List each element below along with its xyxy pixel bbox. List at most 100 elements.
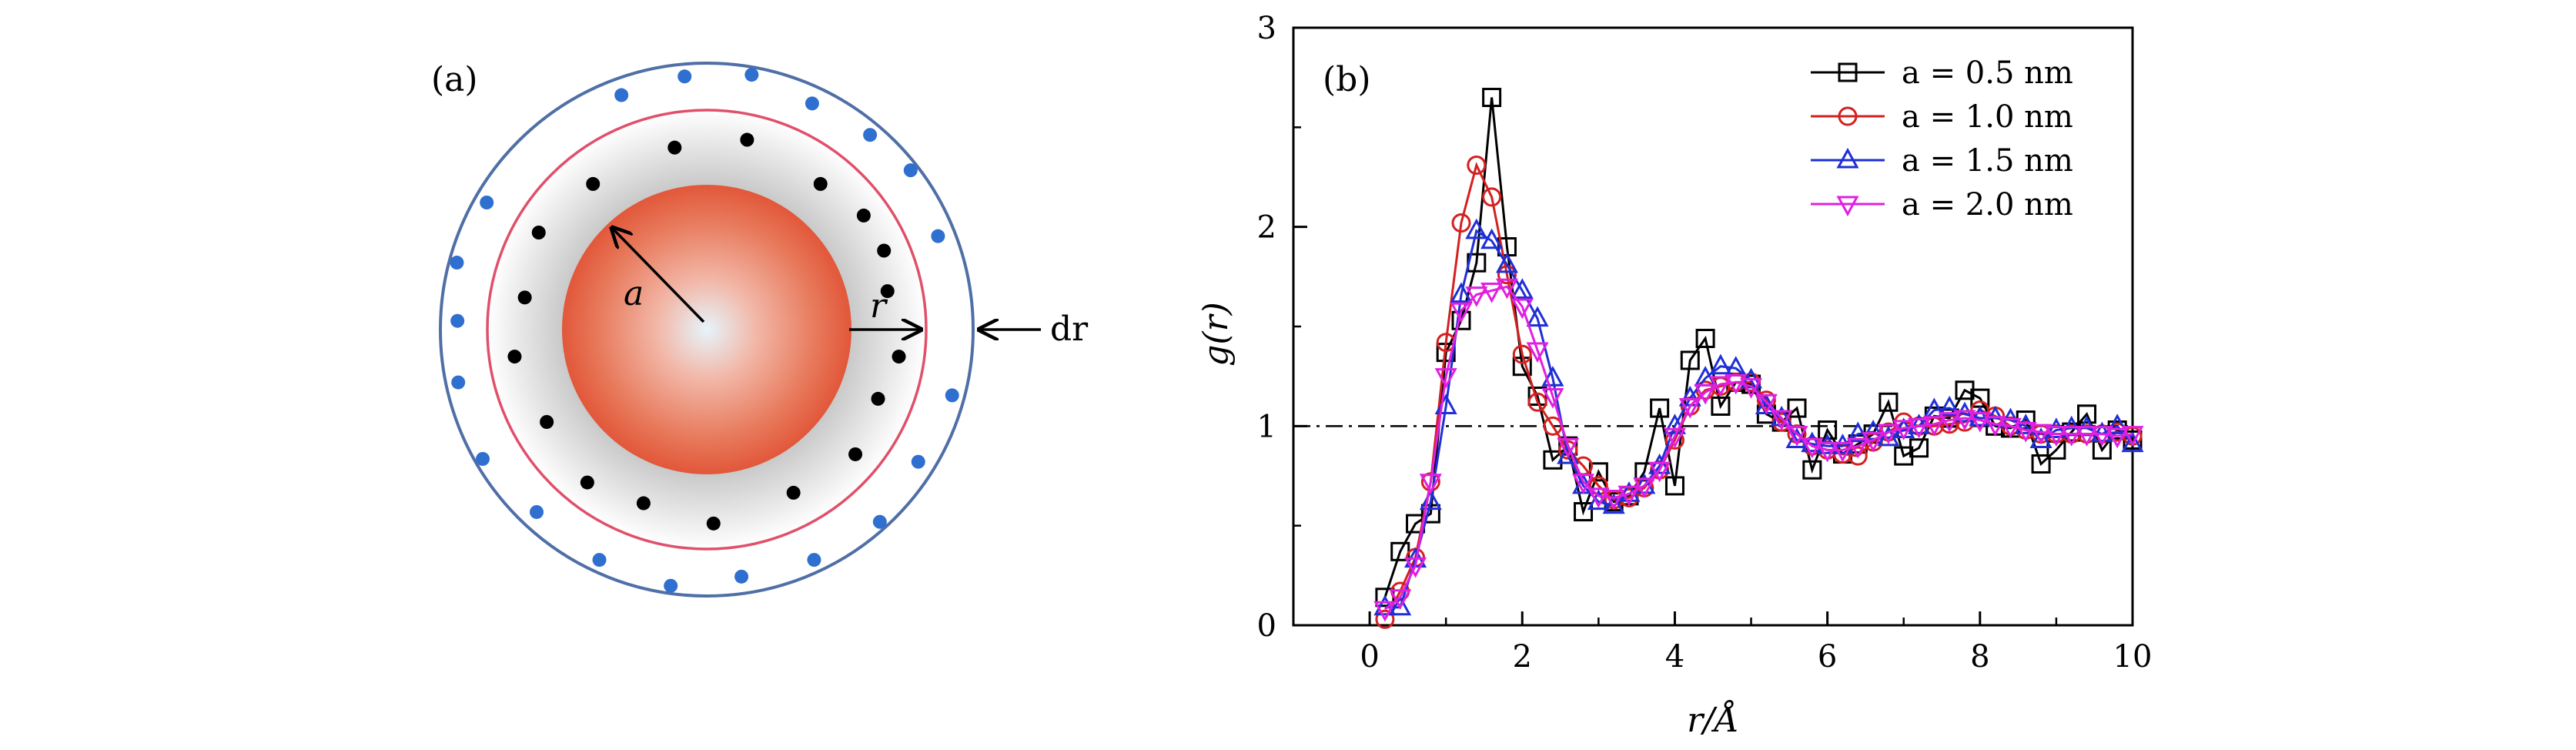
data-point xyxy=(2029,427,2052,448)
data-point xyxy=(2029,424,2052,445)
data-point xyxy=(1999,417,2022,439)
data-point xyxy=(1953,410,1976,431)
data-point xyxy=(1495,252,1518,273)
data-point xyxy=(1602,493,1625,514)
data-point xyxy=(1541,366,1564,387)
data-point xyxy=(1969,412,1992,433)
data-point xyxy=(1709,353,1732,375)
x-tick-label: 10 xyxy=(2113,639,2153,675)
legend-label: a = 1.0 nm xyxy=(1902,99,2073,135)
data-point xyxy=(1848,446,1868,466)
solvent-molecule-inner xyxy=(667,140,682,155)
data-point xyxy=(1557,437,1580,459)
x-tick-label: 4 xyxy=(1665,639,1684,675)
data-point xyxy=(1572,474,1595,494)
data-point xyxy=(1755,393,1778,415)
data-point xyxy=(1725,373,1748,395)
panel-b-chart: 0 2 4 6 8 10 0 1 2 3 a = 0.5 nm a = 1.0 nm a = 1.5 … xyxy=(1196,11,2152,740)
solvent-molecule-outer xyxy=(476,452,490,466)
data-point xyxy=(1451,213,1471,233)
data-point xyxy=(1650,398,1670,418)
solvent-molecule-outer xyxy=(677,69,692,84)
solvent-molecule-outer xyxy=(530,504,544,519)
data-point xyxy=(1480,228,1504,249)
x-tick-label: 6 xyxy=(1818,639,1837,675)
shell-distance-label: r xyxy=(870,286,888,326)
solvent-molecule-outer xyxy=(744,68,759,82)
data-point xyxy=(1862,431,1885,453)
data-point xyxy=(1633,477,1656,499)
data-point xyxy=(1908,417,1931,439)
data-point xyxy=(1938,395,1961,417)
data-point xyxy=(2031,454,2051,474)
x-axis-label: r/Å xyxy=(1687,699,1739,740)
data-point xyxy=(1694,383,1717,405)
solvent-molecule-outer xyxy=(945,388,959,403)
solvent-molecule-inner xyxy=(517,290,532,305)
x-tick-label: 2 xyxy=(1513,639,1532,675)
data-point xyxy=(1816,434,1839,454)
data-point xyxy=(1756,390,1776,410)
panel-a-label: (a) xyxy=(431,60,478,99)
solvent-molecule-inner xyxy=(706,516,721,531)
data-point xyxy=(1602,489,1625,511)
data-point xyxy=(1419,489,1442,511)
data-point xyxy=(2077,404,2097,424)
solvent-molecule-outer xyxy=(805,96,819,111)
tick-labels: 0 2 4 6 8 10 0 1 2 3 xyxy=(1257,11,2153,675)
data-point xyxy=(1450,302,1473,323)
data-point xyxy=(1480,282,1504,303)
data-point xyxy=(1512,344,1532,364)
data-point xyxy=(1711,396,1731,416)
data-point xyxy=(2121,431,2144,453)
axis-ticks xyxy=(1292,26,2134,627)
data-point xyxy=(2106,427,2129,449)
solvent-molecule-outer xyxy=(931,229,945,243)
data-point xyxy=(1831,434,1854,454)
radius-label: a xyxy=(624,274,644,313)
solvent-molecule-outer xyxy=(872,514,887,529)
solvent-molecule-inner xyxy=(531,226,546,239)
particle-core xyxy=(562,185,851,474)
solvent-molecule-outer xyxy=(863,128,878,142)
data-point xyxy=(1633,473,1656,494)
solvent-molecule-outer xyxy=(614,88,629,102)
solvent-molecule-inner xyxy=(580,475,594,490)
y-tick-label: 0 xyxy=(1257,608,1276,644)
series-line xyxy=(1383,285,2133,611)
solvent-molecule-inner xyxy=(636,496,651,511)
y-axis-label: g(r) xyxy=(1196,302,1236,367)
data-point xyxy=(1510,298,1534,320)
data-point xyxy=(1527,392,1547,412)
data-point xyxy=(2106,414,2129,434)
data-point xyxy=(1818,420,1838,440)
data-point xyxy=(1465,286,1488,307)
data-point xyxy=(2045,426,2068,447)
solvent-molecule-outer xyxy=(451,375,466,390)
legend-swatch-marker xyxy=(1838,106,1858,126)
data-point xyxy=(1467,155,1487,175)
solvent-molecule-outer xyxy=(903,163,918,178)
legend-item: a = 1.0 nm xyxy=(1811,99,2073,135)
outer-solvent-molecules xyxy=(450,68,959,593)
solvent-molecule-inner xyxy=(871,391,885,406)
series-4 xyxy=(1373,278,2144,622)
data-point xyxy=(1877,424,1900,445)
data-point xyxy=(1664,476,1684,496)
legend-swatch-marker xyxy=(1836,196,1859,217)
data-point xyxy=(1770,410,1793,431)
data-point xyxy=(1574,502,1594,522)
data-point xyxy=(2121,426,2144,447)
legend-swatch-marker xyxy=(1838,62,1858,82)
data-point xyxy=(1770,405,1793,427)
data-point xyxy=(1816,441,1839,463)
solvent-molecule-inner xyxy=(892,350,906,364)
data-point xyxy=(1510,278,1534,299)
data-point xyxy=(1740,378,1763,399)
shell-thickness-label: dr xyxy=(1050,310,1089,349)
data-point xyxy=(1526,342,1549,363)
data-point xyxy=(1984,416,2007,437)
data-point xyxy=(1389,589,1412,610)
data-point xyxy=(1678,397,1701,419)
